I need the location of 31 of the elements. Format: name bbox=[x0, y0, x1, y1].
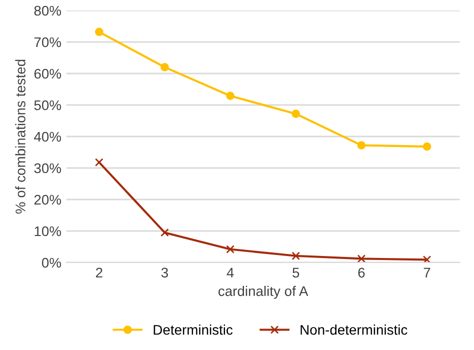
y-tick-label: 0% bbox=[42, 258, 62, 268]
y-tick-label: 60% bbox=[34, 68, 62, 79]
point bbox=[292, 110, 300, 118]
point bbox=[422, 142, 432, 151]
point bbox=[226, 245, 234, 254]
point bbox=[160, 63, 169, 72]
point bbox=[422, 256, 432, 262]
y-axis-title: % of combinations tested bbox=[15, 60, 26, 214]
legend-label: Non-deterministic bbox=[300, 324, 408, 335]
x-tick-label: 7 bbox=[424, 268, 430, 278]
x-axis-title: cardinality of A bbox=[218, 286, 308, 299]
y-tick-label: 80% bbox=[34, 6, 62, 16]
y-tick-label: 50% bbox=[34, 100, 62, 110]
x-tick-label: 6 bbox=[358, 268, 365, 278]
x-tick-label: 5 bbox=[292, 268, 300, 278]
point bbox=[94, 28, 104, 36]
x-tick-label: 4 bbox=[226, 268, 234, 278]
x-tick-label: 2 bbox=[96, 268, 102, 278]
y-tick-label: 30% bbox=[34, 163, 62, 174]
x-tick-label: 3 bbox=[161, 268, 168, 278]
legend-label: Deterministic bbox=[154, 324, 233, 335]
point bbox=[357, 141, 366, 150]
y-tick-label: 40% bbox=[34, 132, 62, 142]
point bbox=[357, 254, 366, 262]
y-tick-label: 10% bbox=[34, 226, 62, 236]
y-tick-label: 70% bbox=[34, 37, 62, 48]
point bbox=[94, 158, 104, 166]
point bbox=[292, 252, 300, 260]
y-tick-label: 20% bbox=[34, 194, 62, 205]
point bbox=[160, 228, 169, 237]
point bbox=[226, 92, 234, 100]
